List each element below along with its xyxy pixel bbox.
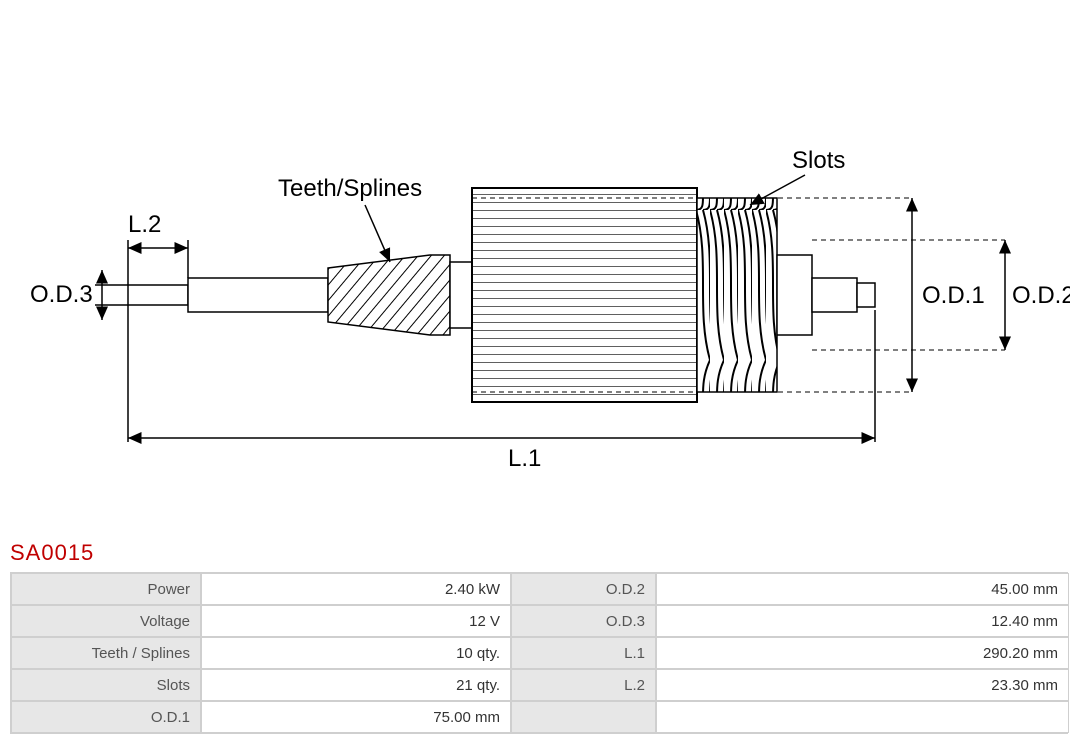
label-od2: O.D.2 [1012,282,1070,309]
spec-table: Power 2.40 kW O.D.2 45.00 mm Voltage 12 … [10,572,1068,734]
spec-key [511,701,656,733]
spec-key: Teeth / Splines [11,637,201,669]
spec-value: 12.40 mm [656,605,1069,637]
spec-key: L.2 [511,669,656,701]
label-od1: O.D.1 [922,282,985,309]
spec-key: Slots [11,669,201,701]
label-teeth: Teeth/Splines [278,175,422,202]
part-number: SA0015 [10,540,1070,566]
spec-key: Voltage [11,605,201,637]
label-od3: O.D.3 [30,281,93,308]
spec-value: 10 qty. [201,637,511,669]
label-slots: Slots [792,147,845,174]
spec-key: O.D.2 [511,573,656,605]
spec-key: L.1 [511,637,656,669]
spec-value [656,701,1069,733]
spec-value: 45.00 mm [656,573,1069,605]
armature-diagram: O.D.3 L.2 Teeth/Splines Slots O.D.1 O.D.… [10,10,1070,530]
spec-value: 21 qty. [201,669,511,701]
spec-key: O.D.1 [11,701,201,733]
spec-value: 12 V [201,605,511,637]
spec-key: O.D.3 [511,605,656,637]
spec-value: 2.40 kW [201,573,511,605]
label-l1: L.1 [508,445,541,472]
spec-key: Power [11,573,201,605]
spec-value: 75.00 mm [201,701,511,733]
label-l2: L.2 [128,211,161,238]
spec-value: 290.20 mm [656,637,1069,669]
spec-value: 23.30 mm [656,669,1069,701]
diagram-svg: O.D.3 L.2 Teeth/Splines Slots O.D.1 O.D.… [10,10,1070,530]
